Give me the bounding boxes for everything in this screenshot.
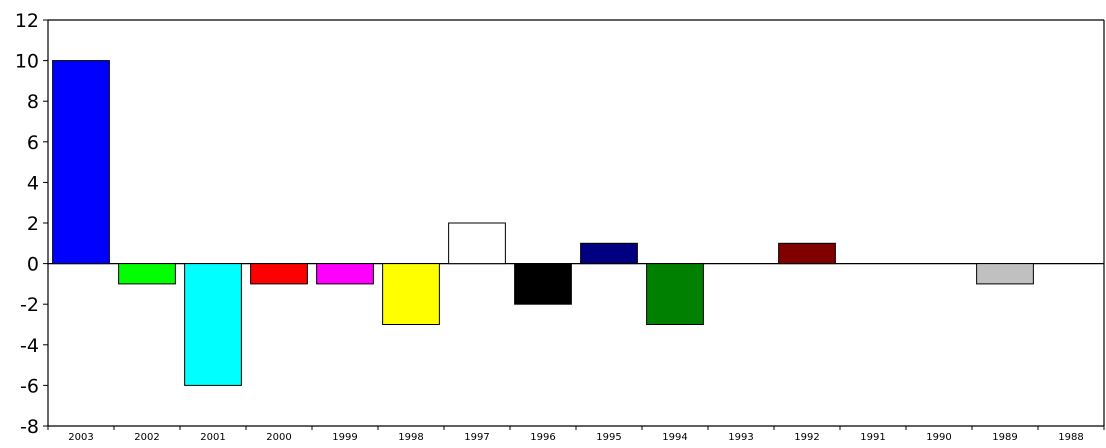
x-tick-label: 1991	[860, 432, 885, 443]
bar-2002	[118, 263, 176, 285]
bar-1995	[580, 242, 638, 265]
y-tick-label: 4	[27, 172, 39, 194]
x-tick-label: 1997	[464, 432, 489, 443]
x-axis: 2003 2002 2001 2000 1999 1998 1997 1996 1995 1994…	[47, 426, 1105, 443]
bar-2000	[250, 263, 308, 285]
y-tick-label: 2	[27, 213, 39, 235]
bar-1999	[316, 263, 374, 285]
bar-2001	[184, 263, 242, 386]
bar-1998	[382, 263, 440, 326]
x-tick-label: 1989	[992, 432, 1017, 443]
bar-1992	[778, 242, 836, 265]
x-tick-label: 2001	[200, 432, 225, 443]
x-tick-label: 2002	[134, 432, 159, 443]
bars	[52, 60, 1034, 386]
bar-2003	[52, 60, 110, 265]
y-tick-label: -2	[20, 294, 39, 316]
y-tick-label: 8	[27, 91, 39, 113]
x-tick-label: 2000	[266, 432, 291, 443]
bar-1994	[646, 263, 704, 326]
bar-1996	[514, 263, 572, 305]
y-tick-label: -6	[20, 375, 39, 397]
x-tick-label: 1994	[662, 432, 687, 443]
y-tick-label: -4	[20, 335, 39, 357]
bar-1997	[448, 222, 506, 265]
x-tick-label: 1990	[926, 432, 951, 443]
x-tick-label: 1999	[332, 432, 357, 443]
x-tick-label: 1998	[398, 432, 423, 443]
x-tick-label: 1988	[1058, 432, 1083, 443]
y-axis: 12 10 8 6 4 2 0 -2 -4 -6 -8	[15, 10, 48, 438]
x-tick-label: 1993	[728, 432, 753, 443]
y-tick-label: 6	[27, 132, 39, 154]
x-tick-label: 1996	[530, 432, 555, 443]
x-tick-label: 1995	[596, 432, 621, 443]
y-tick-label: 10	[15, 51, 39, 73]
x-tick-label: 2003	[68, 432, 93, 443]
y-tick-label: -8	[20, 416, 39, 438]
y-tick-label: 0	[27, 254, 39, 276]
bar-1989	[976, 263, 1034, 285]
x-tick-label: 1992	[794, 432, 819, 443]
y-tick-label: 12	[15, 10, 39, 32]
